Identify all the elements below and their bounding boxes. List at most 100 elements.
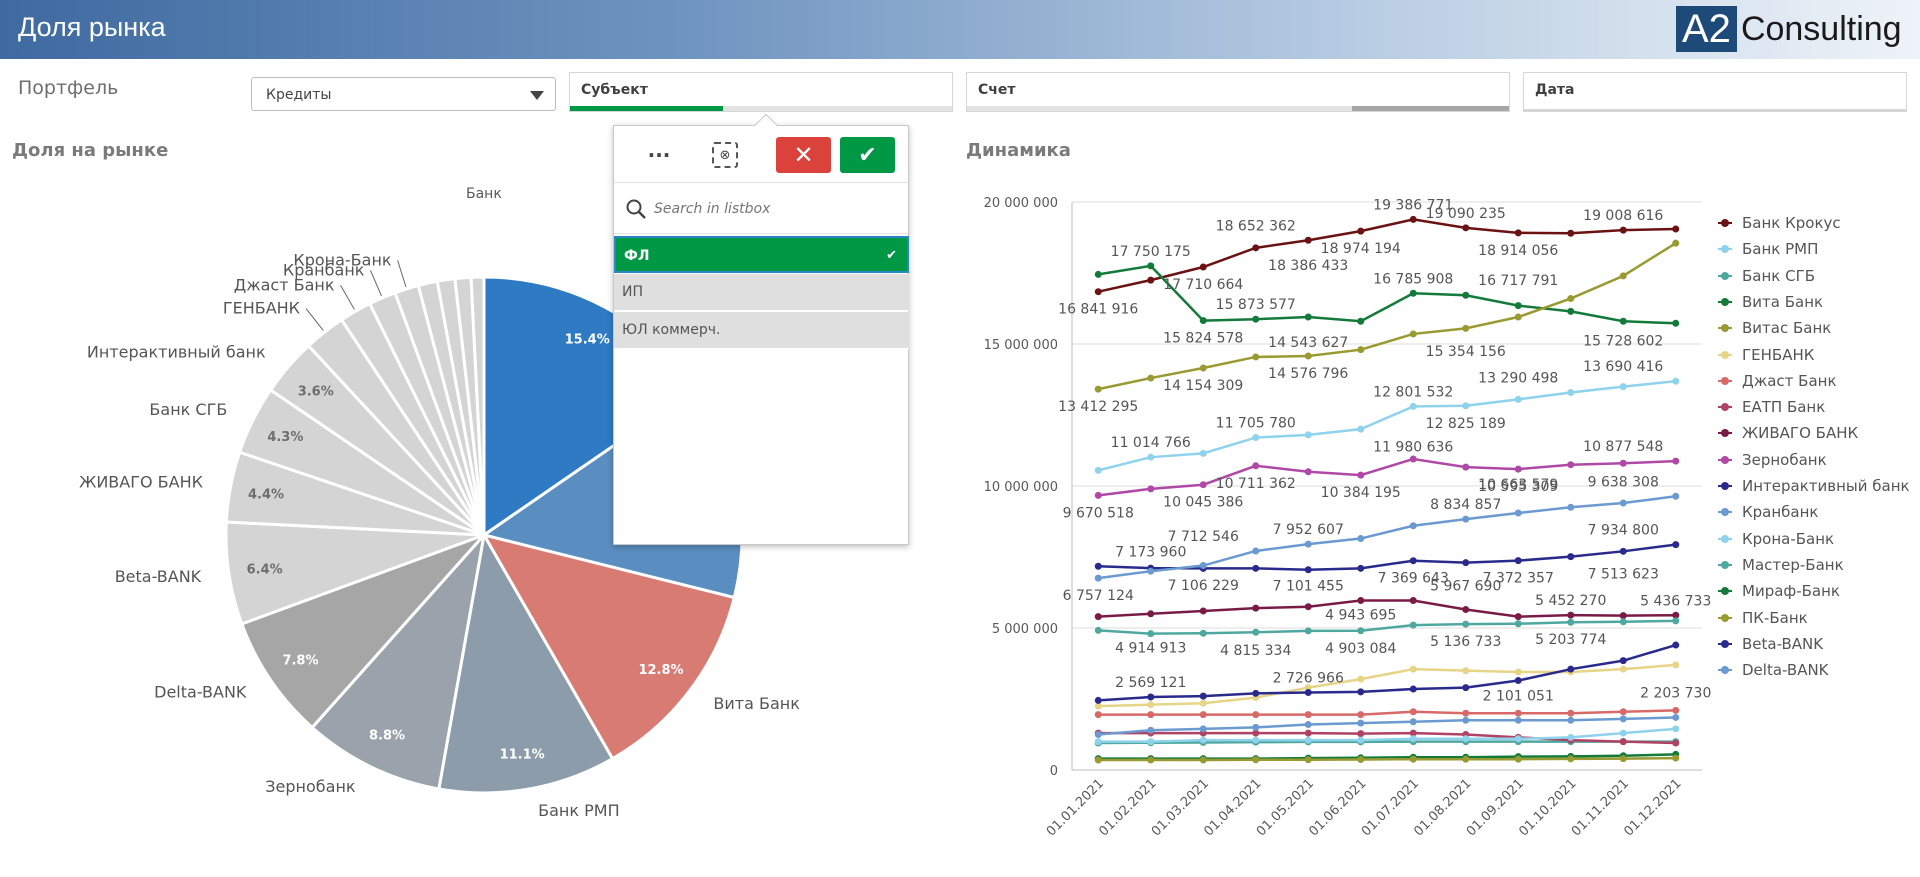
series-point[interactable] bbox=[1357, 755, 1365, 763]
series-point[interactable] bbox=[1252, 729, 1260, 737]
date-filter[interactable]: Дата bbox=[1523, 72, 1907, 112]
series-point[interactable] bbox=[1147, 738, 1155, 746]
series-point[interactable] bbox=[1514, 557, 1522, 565]
series-point[interactable] bbox=[1462, 755, 1470, 763]
series-point[interactable] bbox=[1462, 324, 1470, 332]
series-point[interactable] bbox=[1514, 313, 1522, 321]
series-point[interactable] bbox=[1672, 739, 1680, 747]
series-point[interactable] bbox=[1619, 226, 1627, 234]
series-point[interactable] bbox=[1462, 606, 1470, 614]
series-point[interactable] bbox=[1619, 317, 1627, 325]
legend-item[interactable]: Зернобанк bbox=[1718, 450, 1827, 470]
series-point[interactable] bbox=[1619, 729, 1627, 737]
series-point[interactable] bbox=[1357, 688, 1365, 696]
series-point[interactable] bbox=[1619, 657, 1627, 665]
series-point[interactable] bbox=[1252, 353, 1260, 361]
series-point[interactable] bbox=[1199, 317, 1207, 325]
series-point[interactable] bbox=[1514, 709, 1522, 717]
series-point[interactable] bbox=[1409, 597, 1417, 605]
legend-item[interactable]: Интерактивный банк bbox=[1718, 476, 1910, 496]
subject-filter[interactable]: Субъект bbox=[569, 72, 953, 112]
series-point[interactable] bbox=[1567, 618, 1575, 626]
series-point[interactable] bbox=[1567, 461, 1575, 469]
series-point[interactable] bbox=[1199, 562, 1207, 570]
series-point[interactable] bbox=[1357, 711, 1365, 719]
series-point[interactable] bbox=[1567, 709, 1575, 717]
series-point[interactable] bbox=[1252, 564, 1260, 572]
legend-item[interactable]: ЕАТП Банк bbox=[1718, 397, 1825, 417]
legend-item[interactable]: Вита Банк bbox=[1718, 292, 1823, 312]
series-line[interactable] bbox=[1098, 495, 1676, 580]
legend-item[interactable]: Beta-BANK bbox=[1718, 634, 1823, 654]
pie-slice[interactable] bbox=[437, 533, 615, 795]
series-line[interactable] bbox=[1098, 731, 1676, 745]
series-point[interactable] bbox=[1672, 239, 1680, 247]
series-point[interactable] bbox=[1304, 627, 1312, 635]
series-point[interactable] bbox=[1199, 449, 1207, 457]
series-point[interactable] bbox=[1094, 613, 1102, 621]
series-point[interactable] bbox=[1672, 457, 1680, 465]
series-point[interactable] bbox=[1619, 755, 1627, 763]
listbox-item-ul[interactable]: ЮЛ коммерч. bbox=[614, 312, 909, 349]
series-point[interactable] bbox=[1514, 716, 1522, 724]
series-point[interactable] bbox=[1147, 610, 1155, 618]
series-point[interactable] bbox=[1567, 503, 1575, 511]
series-point[interactable] bbox=[1672, 225, 1680, 233]
series-point[interactable] bbox=[1357, 736, 1365, 744]
series-point[interactable] bbox=[1252, 756, 1260, 764]
series-point[interactable] bbox=[1304, 431, 1312, 439]
series-line[interactable] bbox=[1098, 727, 1676, 743]
series-point[interactable] bbox=[1514, 620, 1522, 628]
series-line[interactable] bbox=[1098, 543, 1676, 572]
series-point[interactable] bbox=[1094, 574, 1102, 582]
series-point[interactable] bbox=[1409, 735, 1417, 743]
series-point[interactable] bbox=[1304, 352, 1312, 360]
confirm-selection-button[interactable]: ✔ bbox=[840, 137, 895, 173]
series-point[interactable] bbox=[1672, 725, 1680, 733]
series-point[interactable] bbox=[1357, 597, 1365, 605]
series-point[interactable] bbox=[1357, 627, 1365, 635]
series-point[interactable] bbox=[1619, 499, 1627, 507]
series-point[interactable] bbox=[1147, 453, 1155, 461]
series-point[interactable] bbox=[1304, 756, 1312, 764]
series-point[interactable] bbox=[1199, 692, 1207, 700]
series-point[interactable] bbox=[1252, 736, 1260, 744]
series-point[interactable] bbox=[1567, 307, 1575, 315]
series-point[interactable] bbox=[1567, 665, 1575, 673]
series-point[interactable] bbox=[1304, 729, 1312, 737]
pie-slice[interactable] bbox=[240, 533, 486, 729]
series-point[interactable] bbox=[1619, 612, 1627, 620]
series-point[interactable] bbox=[1304, 540, 1312, 548]
series-point[interactable] bbox=[1462, 620, 1470, 628]
series-point[interactable] bbox=[1199, 263, 1207, 271]
series-point[interactable] bbox=[1199, 607, 1207, 615]
series-point[interactable] bbox=[1514, 509, 1522, 517]
series-point[interactable] bbox=[1147, 276, 1155, 284]
series-point[interactable] bbox=[1094, 696, 1102, 704]
series-point[interactable] bbox=[1304, 689, 1312, 697]
series-point[interactable] bbox=[1252, 689, 1260, 697]
series-point[interactable] bbox=[1357, 730, 1365, 738]
series-point[interactable] bbox=[1672, 713, 1680, 721]
series-point[interactable] bbox=[1304, 313, 1312, 321]
series-point[interactable] bbox=[1147, 756, 1155, 764]
series-point[interactable] bbox=[1409, 557, 1417, 565]
series-line[interactable] bbox=[1098, 663, 1676, 708]
clear-selection-button[interactable]: ⊗ bbox=[712, 142, 738, 168]
series-point[interactable] bbox=[1619, 618, 1627, 626]
series-point[interactable] bbox=[1672, 706, 1680, 714]
series-point[interactable] bbox=[1147, 485, 1155, 493]
series-point[interactable] bbox=[1252, 462, 1260, 470]
series-line[interactable] bbox=[1098, 756, 1676, 762]
series-point[interactable] bbox=[1619, 272, 1627, 280]
series-point[interactable] bbox=[1409, 755, 1417, 763]
series-point[interactable] bbox=[1672, 492, 1680, 500]
series-point[interactable] bbox=[1619, 383, 1627, 391]
series-point[interactable] bbox=[1357, 227, 1365, 235]
series-point[interactable] bbox=[1409, 215, 1417, 223]
series-point[interactable] bbox=[1147, 726, 1155, 734]
series-point[interactable] bbox=[1147, 374, 1155, 382]
series-line[interactable] bbox=[1098, 716, 1676, 736]
legend-item[interactable]: Джаст Банк bbox=[1718, 371, 1837, 391]
series-point[interactable] bbox=[1252, 723, 1260, 731]
